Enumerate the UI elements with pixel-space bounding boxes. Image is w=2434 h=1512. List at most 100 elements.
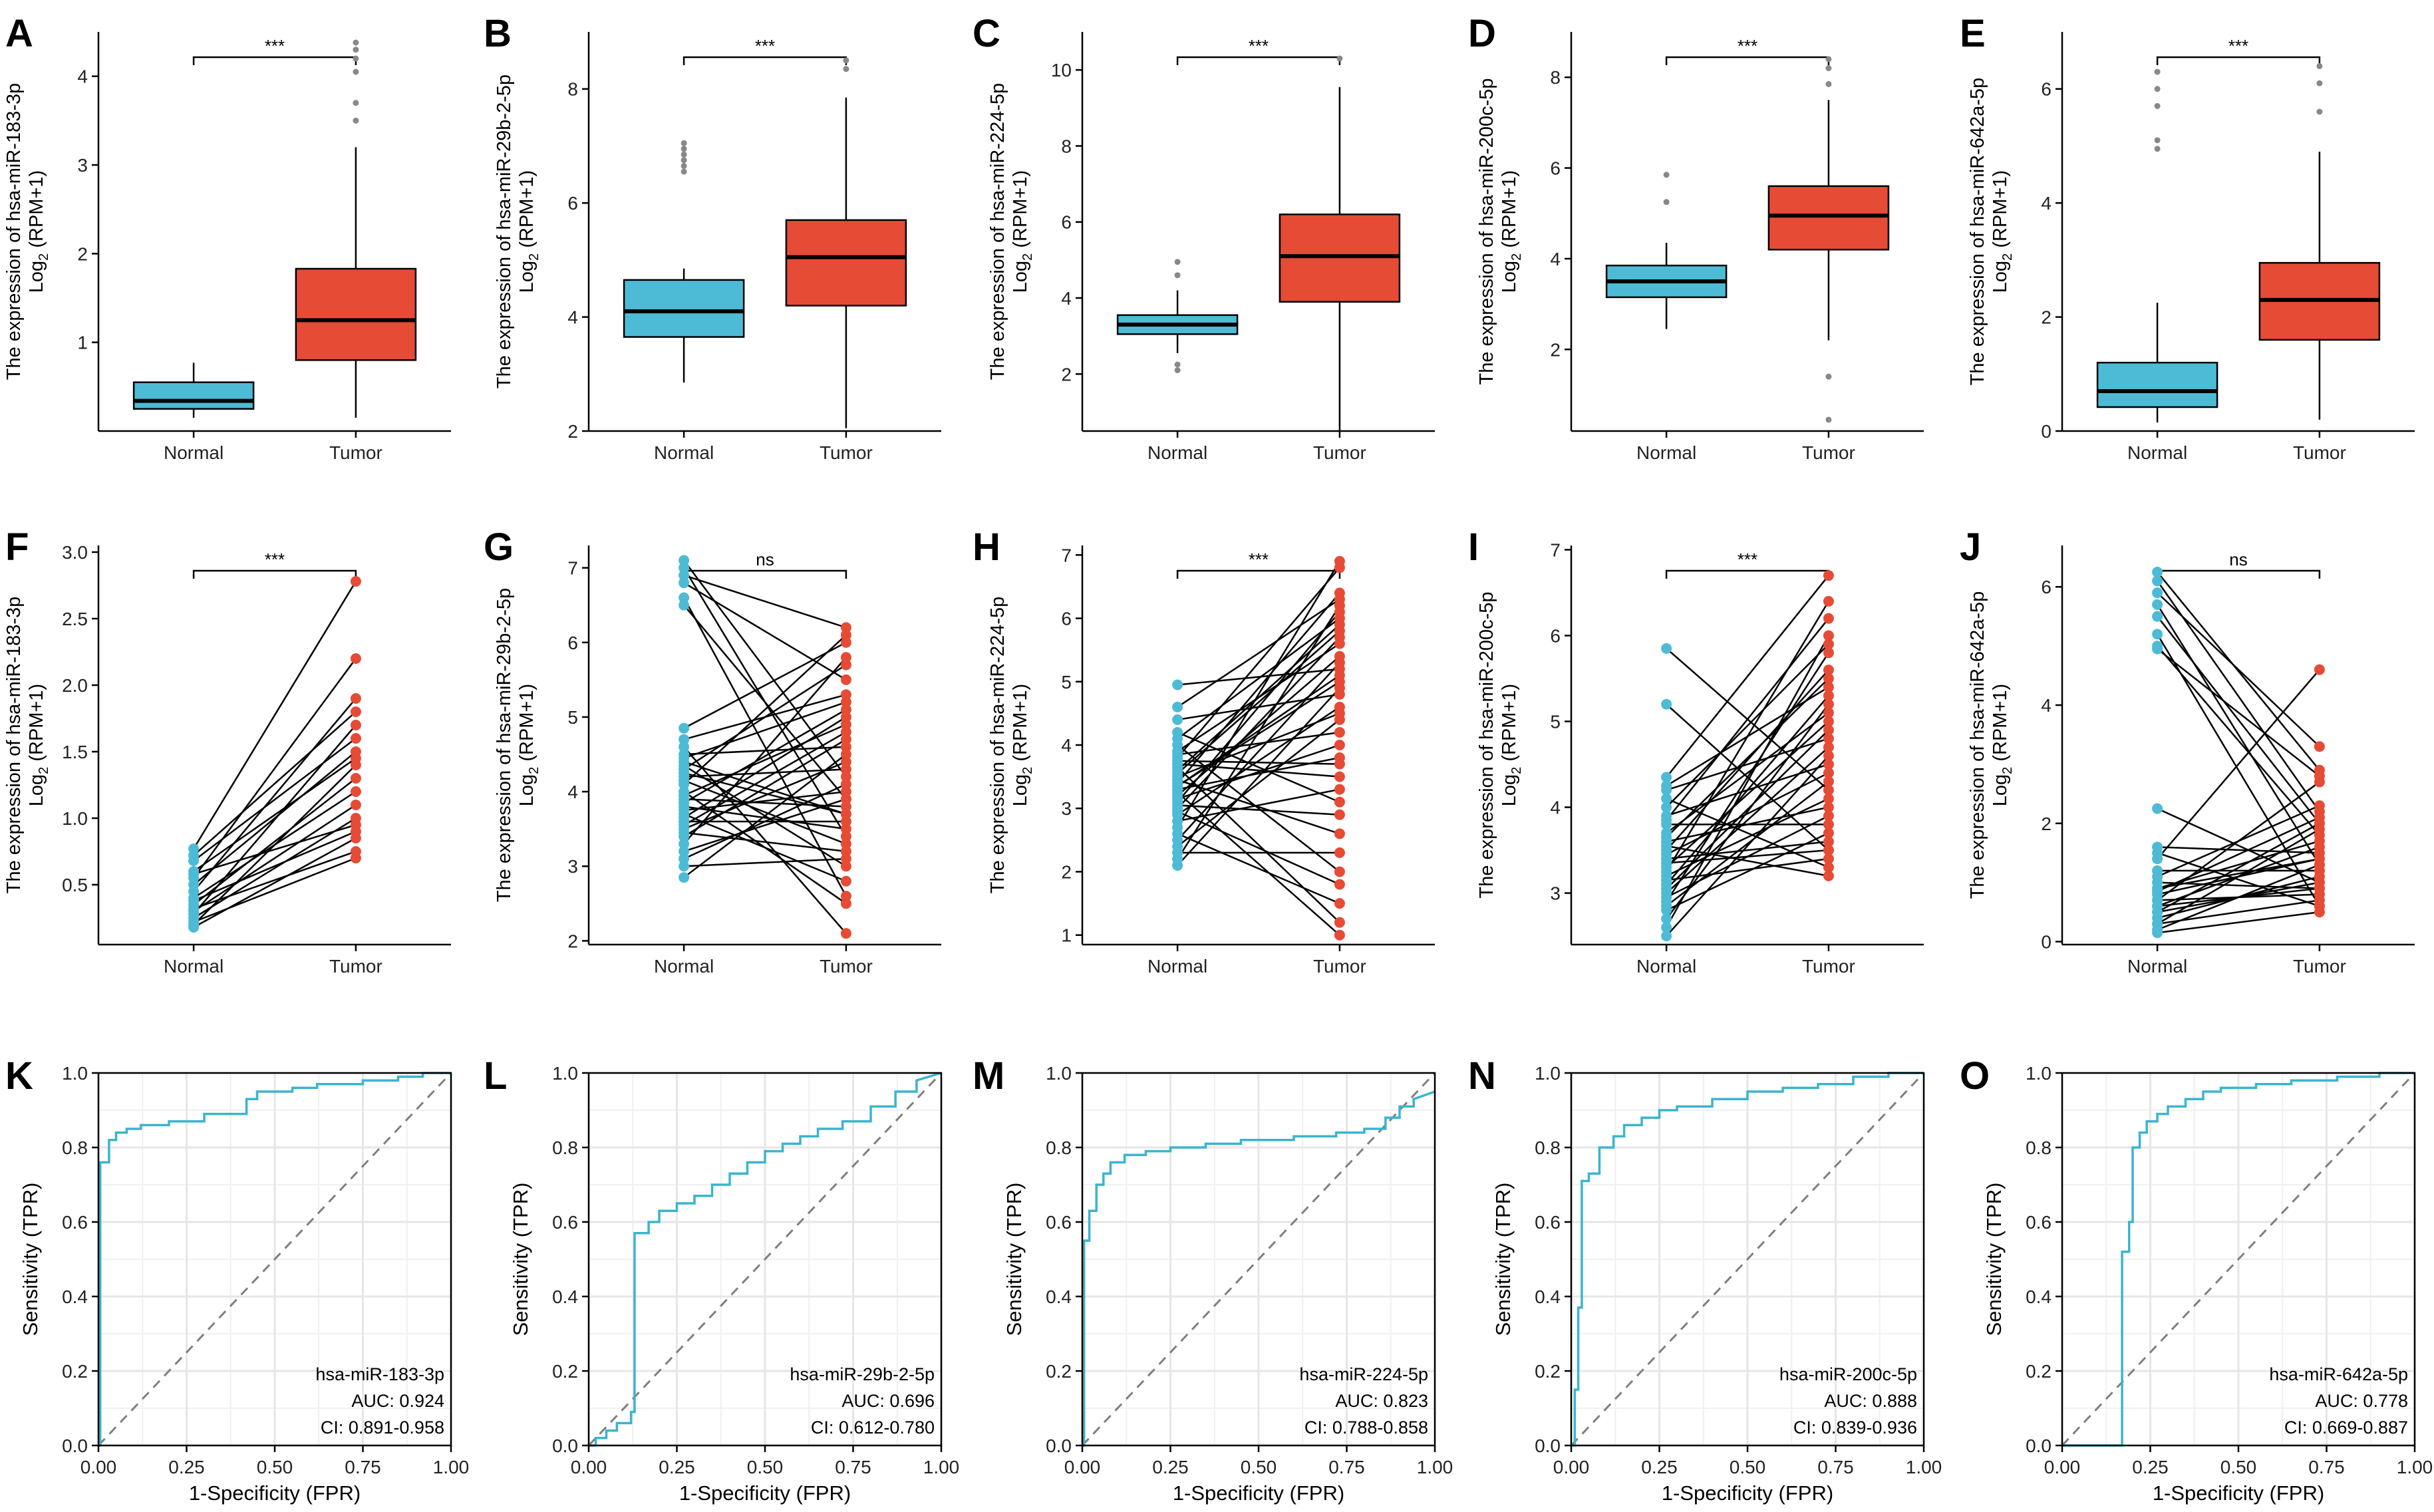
normal-point: [1661, 832, 1672, 843]
tumor-point: [350, 706, 361, 717]
normal-point: [1661, 905, 1672, 916]
tumor-point: [350, 733, 361, 744]
tumor-point: [840, 711, 851, 722]
x-tick-label: Normal: [1636, 956, 1696, 977]
tumor-point: [2314, 741, 2325, 752]
pair-line: [193, 824, 357, 875]
y-tick-label: 0.4: [1046, 1286, 1072, 1307]
unit-rpm: (RPM+1): [1990, 170, 2011, 253]
x-tick-label: 0.25: [168, 1457, 205, 1477]
y-axis-title: The expression of hsa-miR-224-5p: [987, 83, 1008, 380]
y-tick-label: 6: [1550, 625, 1561, 646]
x-tick-label: Normal: [2127, 442, 2187, 463]
pair-line: [1177, 598, 1340, 708]
pair-line: [193, 751, 357, 885]
x-tick-label: 0.25: [659, 1457, 695, 1477]
auc-label: AUC: 0.888: [1824, 1391, 1917, 1411]
normal-point: [2152, 927, 2163, 939]
tumor-point: [840, 734, 851, 745]
y-tick-label: 1.0: [62, 808, 88, 829]
normal-point: [1172, 806, 1183, 817]
y-tick-label: 0.8: [62, 1137, 88, 1158]
normal-point: [679, 562, 690, 573]
normal-point: [679, 872, 690, 883]
normal-point: [1172, 701, 1183, 712]
pair-line: [2157, 857, 2320, 889]
normal-point: [679, 555, 690, 566]
tumor-point: [840, 674, 851, 685]
y-axis-title-gene: hsa-miR-224-5p: [987, 83, 1008, 222]
unit-log: Log: [26, 261, 47, 293]
tumor-point: [1823, 870, 1834, 881]
y-tick-label: 2: [2041, 814, 2052, 834]
unit-log-base: 2: [37, 767, 51, 774]
x-tick-label: Normal: [1636, 442, 1696, 463]
reference-diagonal: [587, 1072, 943, 1447]
tumor-point: [1334, 600, 1345, 611]
box-outlier: [681, 151, 687, 158]
unit-rpm: (RPM+1): [26, 170, 47, 253]
x-axis-title: 1-Specificity (FPR): [679, 1481, 851, 1505]
pair-line: [1666, 678, 1829, 838]
box-outlier: [1174, 272, 1181, 279]
y-tick-label: 0.5: [62, 875, 88, 895]
tumor-point: [1823, 570, 1834, 581]
x-tick-label: 0.75: [1817, 1457, 1854, 1477]
pair-line: [683, 783, 847, 860]
x-tick-label: 1.00: [1906, 1457, 1942, 1477]
y-axis-title-unit: Log2 (RPM+1): [26, 684, 51, 806]
normal-point: [1172, 714, 1183, 725]
tumor-point: [2314, 800, 2325, 812]
y-tick-label: 0.0: [62, 1436, 88, 1456]
pair-line: [1666, 832, 1829, 911]
y-tick-label: 2: [1550, 339, 1561, 360]
panel-N: N 0.00 0.25 0.50 0.75 1.00 0.0 0.2 0.4 0.6 0.8 1.0 1…: [1468, 1054, 1942, 1505]
pair-line: [2157, 781, 2320, 901]
normal-point: [679, 592, 690, 603]
tumor-point: [350, 786, 361, 797]
pair-line: [683, 761, 847, 830]
tumor-point: [1823, 673, 1834, 684]
x-tick-label: 0.25: [1152, 1457, 1189, 1477]
normal-point: [679, 734, 690, 745]
pair-line: [1666, 575, 1829, 778]
y-tick-label: 7: [1550, 539, 1561, 560]
tumor-point: [840, 741, 851, 752]
roc-gene-label: hsa-miR-642a-5p: [2269, 1364, 2408, 1384]
x-tick-label: Tumor: [1802, 442, 1855, 463]
box-outlier: [353, 47, 359, 53]
tumor-point: [1823, 630, 1834, 641]
pair-line: [193, 857, 357, 923]
significance-label: ***: [755, 36, 775, 56]
pair-line: [1177, 611, 1340, 803]
box-outlier: [1825, 373, 1832, 380]
normal-point: [2152, 883, 2163, 894]
normal-point: [679, 831, 690, 842]
panel-L: L 0.00 0.25 0.50 0.75 1.00 0.0 0.2 0.4 0.6 0.8 1.0 1…: [484, 1054, 959, 1505]
pair-line: [193, 830, 357, 902]
pair-line: [1177, 788, 1340, 822]
panel-letter: I: [1468, 526, 1479, 569]
pair-line: [2157, 887, 2320, 907]
y-axis-title-gene: hsa-miR-642a-5p: [1967, 591, 1988, 740]
y-axis-title: The expression of hsa-miR-224-5p: [987, 597, 1008, 894]
tumor-point: [1823, 750, 1834, 762]
tumor-point: [840, 801, 851, 812]
roc-curve: [98, 1072, 451, 1447]
tumor-point: [840, 659, 851, 671]
y-axis-title-prefix: The expression of: [1967, 740, 1988, 899]
pair-line: [1666, 746, 1829, 894]
box-outlier: [1663, 172, 1670, 178]
pair-line: [2157, 846, 2320, 854]
tumor-point: [840, 891, 851, 902]
normal-point: [1661, 643, 1672, 654]
pair-line: [1177, 706, 1340, 816]
box-outlier: [681, 157, 687, 164]
y-tick-label: 3: [1550, 883, 1561, 904]
pair-line: [1177, 630, 1340, 774]
box-outlier: [353, 39, 359, 46]
tumor-point: [1334, 714, 1345, 725]
pair-line: [1177, 718, 1340, 847]
x-axis-title: 1-Specificity (FPR): [189, 1481, 361, 1505]
